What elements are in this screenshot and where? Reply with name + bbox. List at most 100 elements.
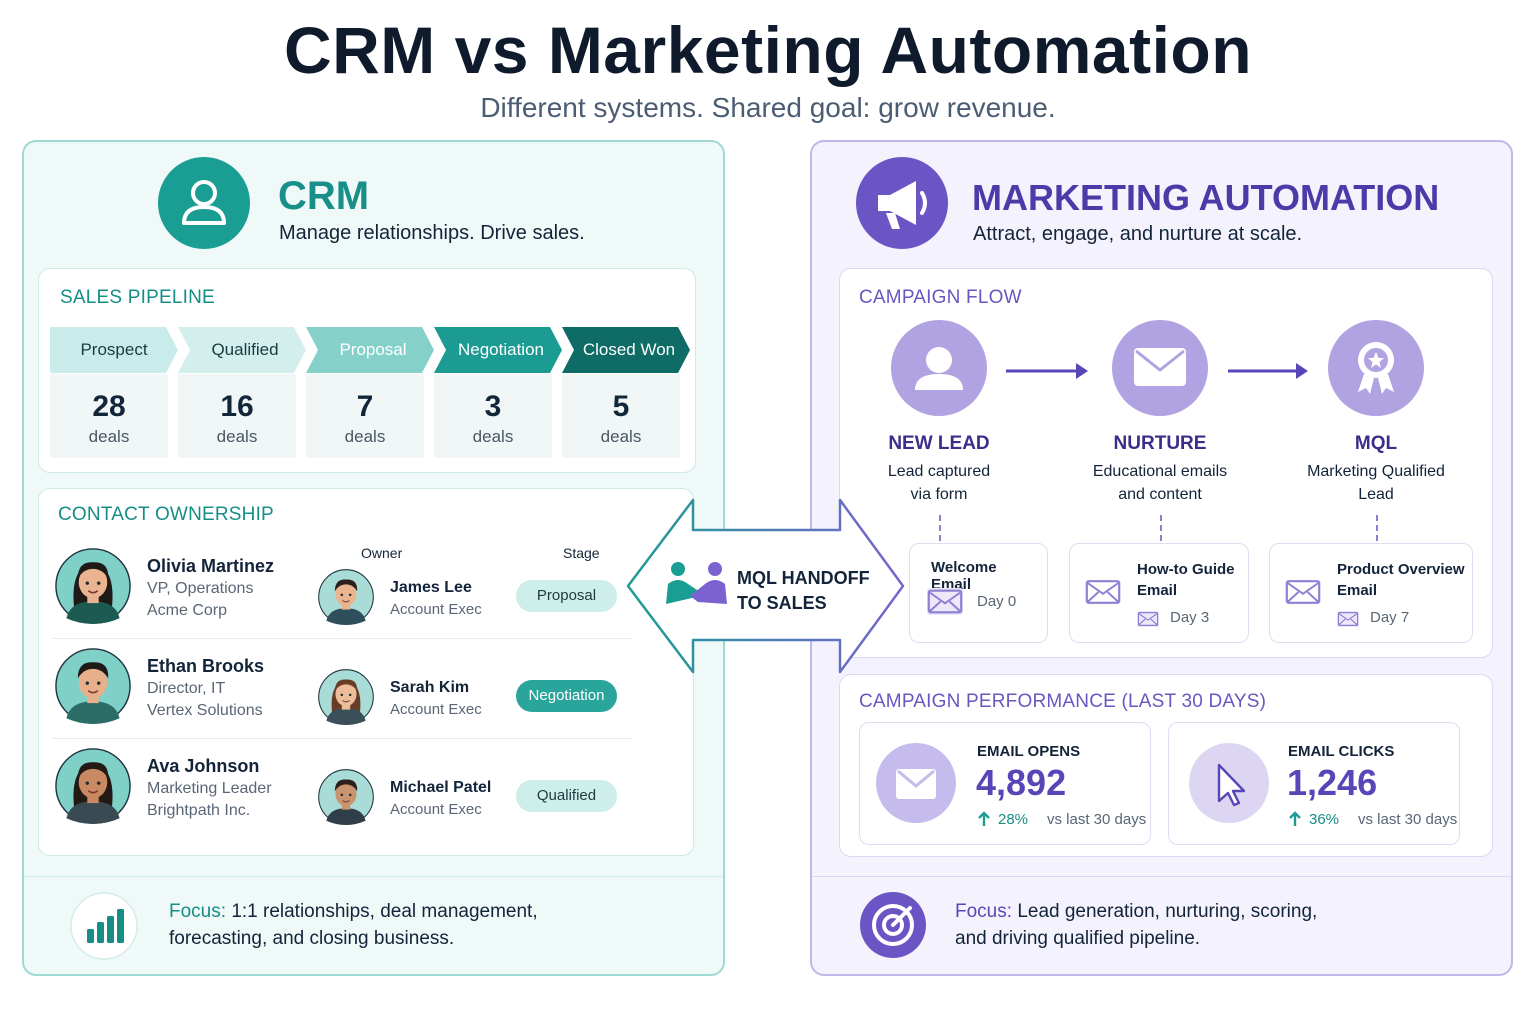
email-small-icon	[1137, 611, 1159, 627]
row-divider	[52, 738, 632, 739]
stage-count-box	[50, 374, 168, 458]
graphic	[55, 748, 131, 824]
contact-name: Ethan Brooks	[147, 656, 265, 676]
stage-label: Qualified	[178, 327, 306, 373]
graphic	[191, 180, 217, 206]
contacts-title: CONTACT OWNERSHIP	[58, 504, 274, 525]
graphic	[107, 916, 114, 943]
graphic	[1138, 613, 1158, 626]
graphic	[1285, 580, 1321, 604]
marketing-focus-text: Lead generation, nurturing, scoring, and…	[955, 901, 1318, 949]
owner-role: Account Exec	[390, 701, 482, 718]
graphic	[1076, 363, 1088, 379]
stage-count: 16	[220, 390, 254, 423]
stage-header: Stage	[563, 545, 600, 561]
marketing-focus: Focus: Lead generation, nurturing, scori…	[955, 898, 1345, 952]
stage-count-box	[562, 374, 680, 458]
metric-label: EMAIL OPENS	[977, 743, 1081, 760]
graphic	[1137, 611, 1159, 627]
contact-avatar	[55, 648, 131, 724]
contact-company: Acme Corp	[147, 602, 228, 619]
step-label: NEW LEAD	[888, 433, 990, 454]
email-title: How-to Guide Email	[1137, 561, 1235, 599]
step-icon	[891, 320, 987, 416]
graphic	[1337, 611, 1359, 627]
graphic	[340, 593, 344, 597]
contact-role: Director, IT	[147, 680, 226, 697]
email-title: Product Overview Email	[1337, 561, 1465, 599]
graphic	[334, 679, 358, 692]
metric-up-arrow	[1288, 811, 1302, 827]
step-connector	[939, 515, 941, 541]
row-divider	[52, 638, 632, 639]
step-label: NURTURE	[1113, 433, 1207, 454]
owner-avatar	[318, 769, 374, 825]
flow-title: CAMPAIGN FLOW	[859, 287, 1022, 308]
contact-company: Vertex Solutions	[147, 702, 263, 719]
graphic	[96, 581, 101, 585]
graphic	[342, 700, 350, 703]
graphic	[927, 588, 963, 615]
step-connector	[1376, 515, 1378, 541]
stage-count: 5	[612, 390, 630, 423]
handoff-label: MQL HANDOFF TO SALES	[737, 566, 870, 616]
owner-name: James Lee	[390, 579, 472, 596]
graphic	[334, 579, 358, 592]
graphic	[690, 580, 727, 604]
crm-title: CRM	[278, 174, 370, 218]
graphic	[340, 793, 344, 797]
graphic	[335, 582, 357, 607]
graphic	[85, 581, 90, 585]
graphic	[915, 374, 963, 390]
graphic	[87, 590, 99, 594]
graphic	[1337, 611, 1359, 627]
marketing-icon	[856, 157, 948, 249]
graphic	[978, 811, 990, 826]
graphic	[1285, 580, 1321, 604]
stage-count: 28	[92, 390, 126, 423]
graphic	[1189, 743, 1269, 823]
graphic	[78, 666, 108, 699]
flow-arrows	[1006, 363, 1308, 379]
graphic	[117, 909, 124, 943]
graphic	[1328, 320, 1424, 416]
email-day: Day 0	[977, 593, 1017, 610]
graphic	[97, 922, 104, 943]
step-description: Lead captured	[887, 463, 991, 480]
metric-comparison: vs last 30 days	[1358, 811, 1458, 828]
metric-icon	[876, 743, 956, 823]
graphic	[1087, 582, 1119, 603]
graphic	[891, 906, 912, 927]
pipeline-title: SALES PIPELINE	[60, 287, 215, 308]
marketing-title: MARKETING AUTOMATION	[972, 177, 1440, 218]
graphic	[342, 600, 350, 603]
step-description: Lead	[1358, 486, 1394, 503]
page-title: CRM vs Marketing Automation	[283, 13, 1253, 87]
graphic	[1134, 348, 1186, 386]
graphic	[671, 562, 685, 576]
graphic	[348, 793, 352, 797]
stage-label: Proposal	[306, 327, 434, 373]
graphic	[96, 681, 101, 685]
graphic	[1085, 580, 1121, 604]
stage-unit: deals	[88, 427, 130, 446]
graphic	[927, 589, 963, 614]
stage-pill: Qualified	[516, 780, 617, 812]
owner-header: Owner	[361, 545, 403, 561]
crm-tagline: Manage relationships. Drive sales.	[279, 222, 585, 244]
graphic	[182, 205, 226, 225]
handoff-line: TO SALES	[737, 593, 827, 613]
graphic	[1296, 363, 1308, 379]
graphic	[87, 690, 99, 694]
contact-company: Brightpath Inc.	[147, 802, 251, 819]
graphic	[878, 181, 916, 225]
graphic	[85, 681, 90, 685]
crm-focus-band	[24, 876, 723, 974]
crm-focus-text: 1:1 relationships, deal management, fore…	[169, 901, 538, 949]
stage-count-box	[178, 374, 296, 458]
contact-avatar	[55, 548, 131, 624]
stage-count: 7	[356, 390, 374, 423]
graphic	[1287, 582, 1319, 603]
handoff-line: MQL HANDOFF	[737, 568, 870, 588]
